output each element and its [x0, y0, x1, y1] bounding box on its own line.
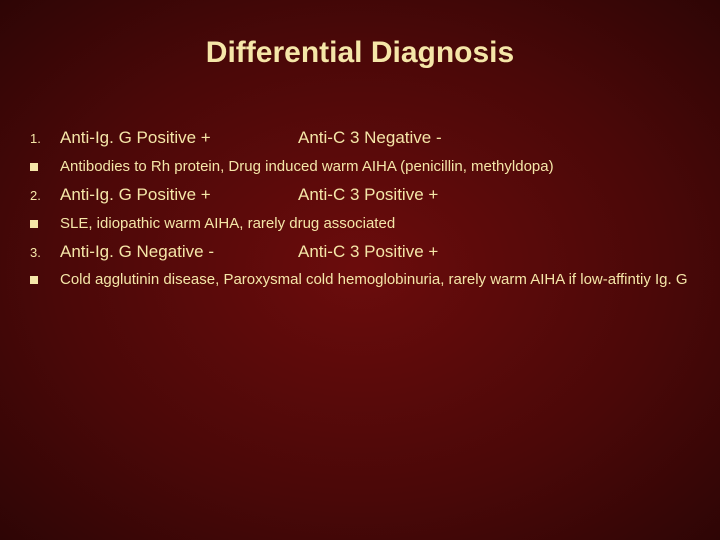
list-marker-number: 1.: [28, 130, 60, 148]
slide: Differential Diagnosis 1. Anti-Ig. G Pos…: [0, 0, 720, 540]
list-text: Cold agglutinin disease, Paroxysmal cold…: [60, 269, 688, 290]
list-marker-bullet: [28, 157, 60, 177]
list-item: Cold agglutinin disease, Paroxysmal cold…: [28, 269, 692, 290]
list-item: 3. Anti-Ig. G Negative -Anti-C 3 Positiv…: [28, 240, 692, 264]
list-marker-number: 2.: [28, 187, 60, 205]
list-text: SLE, idiopathic warm AIHA, rarely drug a…: [60, 213, 395, 234]
col-right: Anti-C 3 Positive +: [298, 183, 438, 207]
col-right: Anti-C 3 Negative -: [298, 126, 442, 150]
content-body: 1. Anti-Ig. G Positive +Anti-C 3 Negativ…: [28, 126, 692, 290]
square-icon: [30, 276, 38, 284]
list-marker-bullet: [28, 214, 60, 234]
col-right: Anti-C 3 Positive +: [298, 240, 438, 264]
list-text: Antibodies to Rh protein, Drug induced w…: [60, 156, 554, 177]
square-icon: [30, 163, 38, 171]
list-item: Antibodies to Rh protein, Drug induced w…: [28, 156, 692, 177]
list-item: 1. Anti-Ig. G Positive +Anti-C 3 Negativ…: [28, 126, 692, 150]
col-left: Anti-Ig. G Positive +: [60, 183, 298, 207]
col-left: Anti-Ig. G Positive +: [60, 126, 298, 150]
list-marker-bullet: [28, 270, 60, 290]
list-marker-number: 3.: [28, 244, 60, 262]
list-text: Anti-Ig. G Positive +Anti-C 3 Negative -: [60, 126, 442, 150]
square-icon: [30, 220, 38, 228]
list-item: 2. Anti-Ig. G Positive +Anti-C 3 Positiv…: [28, 183, 692, 207]
slide-title: Differential Diagnosis: [28, 36, 692, 70]
list-text: Anti-Ig. G Positive +Anti-C 3 Positive +: [60, 183, 438, 207]
list-item: SLE, idiopathic warm AIHA, rarely drug a…: [28, 213, 692, 234]
col-left: Anti-Ig. G Negative -: [60, 240, 298, 264]
list-text: Anti-Ig. G Negative -Anti-C 3 Positive +: [60, 240, 438, 264]
